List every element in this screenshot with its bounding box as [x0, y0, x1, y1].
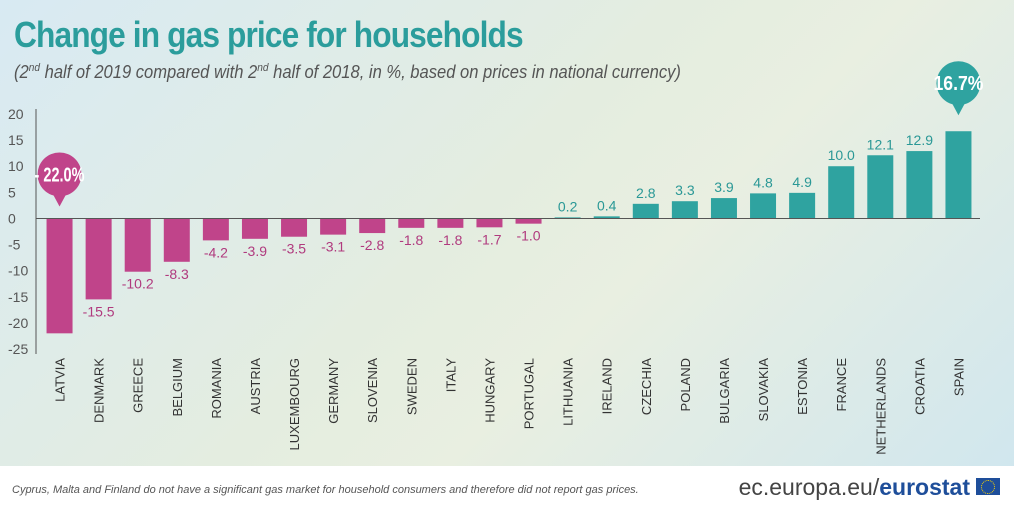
x-tick-label: BELGIUM	[170, 358, 185, 417]
x-tick-label: BULGARIA	[717, 358, 732, 424]
callout-bubble	[37, 152, 82, 197]
x-tick-label: PORTUGAL	[522, 358, 537, 429]
data-label-luxembourg: -3.5	[282, 241, 306, 257]
bar-greece	[124, 218, 151, 272]
data-label-germany: -3.1	[321, 239, 345, 255]
eu-flag-icon	[976, 478, 1000, 495]
data-label-spain: 16.7%	[933, 73, 983, 95]
data-label-czechia: 2.8	[636, 185, 656, 201]
x-tick-label: AUSTRIA	[248, 358, 263, 415]
data-label-bulgaria: 3.9	[714, 179, 734, 195]
x-tick-label: SPAIN	[951, 358, 966, 396]
x-tick-label: ITALY	[443, 358, 458, 393]
y-tick-label: -25	[8, 341, 28, 357]
footer-bar	[0, 466, 1014, 506]
y-tick-label: -15	[8, 289, 28, 305]
bar-lithuania	[554, 217, 581, 219]
x-tick-label: IRELAND	[600, 358, 615, 414]
data-label-romania: -4.2	[204, 244, 228, 260]
y-tick-label: -20	[8, 315, 28, 331]
data-label-slovenia: -2.8	[360, 237, 384, 253]
data-label-netherlands: 12.1	[867, 136, 894, 152]
data-label-belgium: -8.3	[165, 266, 189, 282]
data-label-croatia: 12.9	[906, 132, 933, 148]
data-label-poland: 3.3	[675, 182, 695, 198]
x-tick-label: LITHUANIA	[561, 358, 576, 426]
bar-italy	[437, 218, 464, 228]
data-label-greece: -10.2	[122, 276, 154, 292]
bar-chart: 20 15 10 5 0 -5 -10 -15 -20 -25 - 22.0% LATVIA -15.5…	[8, 61, 984, 455]
bar-slovenia	[359, 218, 386, 234]
x-tick-label: HUNGARY	[482, 358, 497, 423]
x-tick-label: GERMANY	[326, 358, 341, 424]
callout-pointer	[52, 193, 67, 207]
bar-netherlands	[867, 155, 894, 219]
callout-pointer	[951, 102, 966, 116]
y-tick-label: 15	[8, 132, 24, 148]
data-label-hungary: -1.7	[477, 231, 501, 247]
x-tick-label: LUXEMBOURG	[287, 358, 302, 450]
bar-portugal	[515, 218, 542, 224]
bar-ireland	[593, 216, 620, 219]
data-label-italy: -1.8	[438, 232, 462, 248]
data-label-slovakia: 4.8	[753, 174, 773, 190]
x-tick-label: DENMARK	[92, 358, 107, 423]
bar-latvia	[46, 218, 73, 334]
y-tick-label: 20	[8, 106, 24, 122]
x-tick-label: NETHERLANDS	[873, 358, 888, 455]
data-label-sweden: -1.8	[399, 232, 423, 248]
chart-title: Change in gas price for households	[14, 14, 524, 55]
x-tick-label: LATVIA	[53, 358, 68, 402]
bar-estonia	[789, 192, 816, 219]
bar-austria	[241, 218, 268, 239]
data-label-denmark: -15.5	[83, 303, 115, 319]
data-label-lithuania: 0.2	[558, 198, 578, 214]
x-tick-label: FRANCE	[834, 358, 849, 412]
y-tick-label: -5	[8, 237, 21, 253]
x-tick-label: GREECE	[131, 358, 146, 413]
bar-poland	[671, 201, 698, 219]
callout-bubble	[936, 61, 981, 106]
data-label-portugal: -1.0	[516, 228, 540, 244]
bar-france	[828, 166, 855, 219]
data-label-ireland: 0.4	[597, 197, 617, 213]
bar-belgium	[163, 218, 190, 262]
bar-sweden	[398, 218, 425, 228]
x-tick-label: CZECHIA	[639, 358, 654, 415]
data-label-latvia: - 22.0%	[35, 164, 85, 186]
x-tick-label: SLOVENIA	[365, 358, 380, 423]
bar-denmark	[85, 218, 112, 300]
data-label-austria: -3.9	[243, 243, 267, 259]
x-tick-label: ESTONIA	[795, 358, 810, 415]
x-tick-label: SLOVAKIA	[756, 358, 771, 422]
bar-romania	[202, 218, 229, 241]
y-tick-label: 5	[8, 184, 16, 200]
bar-spain	[945, 131, 972, 219]
x-tick-label: ROMANIA	[209, 358, 224, 419]
callout-spain: 16.7%	[933, 61, 984, 116]
data-label-estonia: 4.9	[792, 174, 812, 190]
bar-slovakia	[750, 193, 777, 219]
bar-germany	[320, 218, 347, 235]
bar-hungary	[476, 218, 503, 228]
footnote: Cyprus, Malta and Finland do not have a …	[12, 484, 639, 496]
x-tick-label: CROATIA	[912, 358, 927, 415]
bar-luxembourg	[281, 218, 308, 237]
y-tick-label: 0	[8, 210, 16, 226]
y-tick-label: -10	[8, 263, 28, 279]
callout-latvia: - 22.0%	[35, 152, 85, 207]
bar-czechia	[632, 203, 659, 219]
x-tick-label: SWEDEN	[404, 358, 419, 415]
bar-croatia	[906, 151, 933, 219]
bar-bulgaria	[710, 198, 737, 219]
x-tick-label: POLAND	[678, 358, 693, 411]
chart-subtitle: (2nd half of 2019 compared with 2nd half…	[14, 62, 681, 82]
eurostat-logo-text[interactable]: ec.europa.eu/eurostat	[738, 474, 970, 500]
y-tick-label: 10	[8, 158, 24, 174]
data-label-france: 10.0	[828, 147, 855, 163]
